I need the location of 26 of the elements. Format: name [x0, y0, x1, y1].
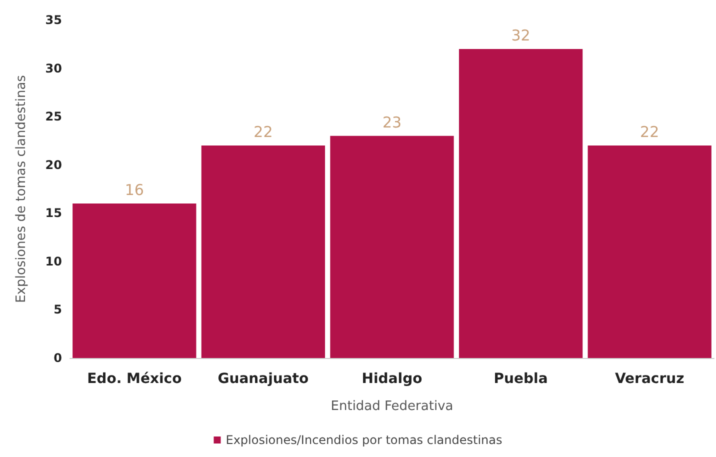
y-axis-title: Explosiones de tomas clandestinas — [14, 74, 29, 303]
y-tick-label: 20 — [45, 158, 62, 172]
y-tick-label: 0 — [54, 351, 62, 365]
data-label: 22 — [254, 123, 273, 142]
x-tick-label: Guanajuato — [218, 371, 310, 387]
data-label: 22 — [640, 123, 660, 142]
bar — [72, 203, 196, 358]
bar — [458, 48, 583, 358]
data-label: 16 — [124, 180, 144, 199]
legend-label: Explosiones/Incendios por tomas clandestinas — [226, 433, 502, 447]
x-tick-label: Edo. México — [87, 371, 182, 387]
bar — [201, 146, 326, 358]
y-tick-label: 10 — [45, 254, 62, 268]
y-tick-label: 35 — [45, 13, 62, 27]
data-label: 32 — [511, 26, 530, 44]
y-tick-label: 25 — [45, 110, 62, 124]
y-tick-label: 5 — [54, 302, 62, 317]
y-tick-label: 30 — [45, 61, 62, 76]
bar — [588, 146, 712, 358]
y-tick-label: 15 — [45, 206, 62, 220]
x-tick-label: Puebla — [494, 371, 548, 387]
x-axis-title: Entidad Federativa — [330, 399, 454, 414]
data-label: 23 — [382, 113, 402, 132]
x-tick-label: Hidalgo — [362, 371, 423, 387]
x-tick-label: Veracruz — [614, 371, 684, 387]
bar — [330, 136, 454, 358]
